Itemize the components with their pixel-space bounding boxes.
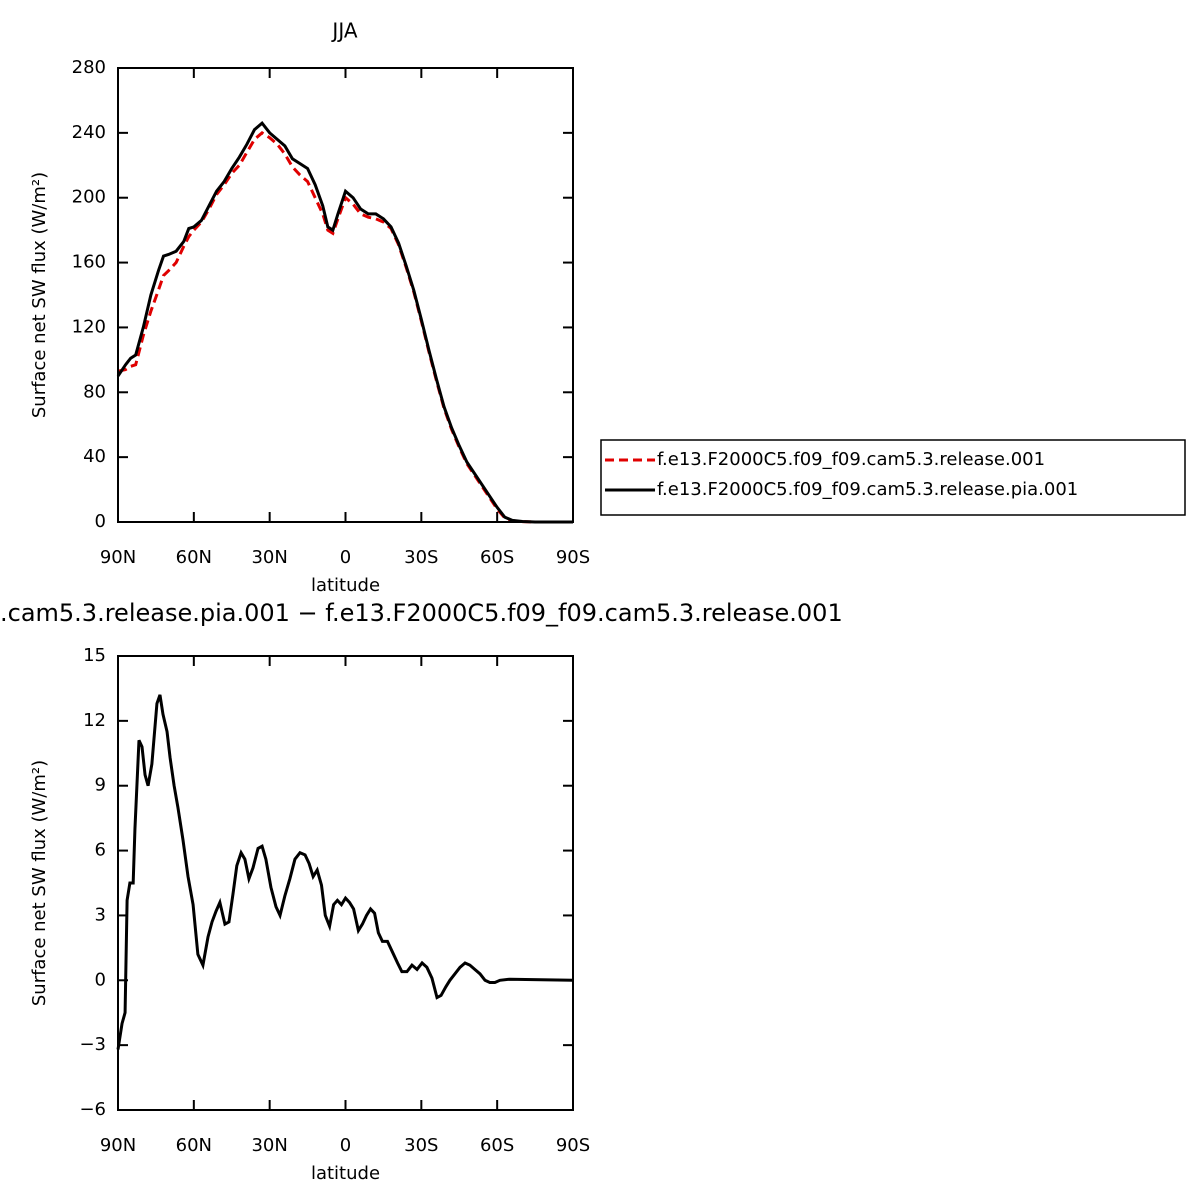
y-tick-label: 80 xyxy=(83,381,106,402)
y-tick-label: −6 xyxy=(79,1099,106,1120)
y-tick-label: 160 xyxy=(72,252,106,273)
data-line xyxy=(116,694,574,1050)
x-tick-label: 60N xyxy=(176,1135,212,1156)
chart-title: .cam5.3.release.pia.001 − f.e13.F2000C5.… xyxy=(0,599,843,627)
plot-frame xyxy=(117,67,574,523)
plot-frame xyxy=(117,655,574,1111)
data-line xyxy=(117,130,573,524)
x-tick-label: 30S xyxy=(404,1135,438,1156)
y-tick-label: 40 xyxy=(83,446,106,467)
y-tick-label: 0 xyxy=(95,969,106,990)
y-tick-label: −3 xyxy=(79,1034,106,1055)
x-tick-label: 90N xyxy=(100,547,136,568)
legend-box xyxy=(600,439,1186,516)
x-tick-label: 60N xyxy=(176,547,212,568)
y-tick-label: 200 xyxy=(72,187,106,208)
y-axis-label: Surface net SW flux (W/m²) xyxy=(29,172,50,418)
y-tick-label: 6 xyxy=(95,840,106,861)
y-tick-label: 0 xyxy=(95,511,106,532)
x-tick-label: 90N xyxy=(100,1135,136,1156)
y-tick-label: 280 xyxy=(72,57,106,78)
x-tick-label: 60S xyxy=(480,547,514,568)
y-tick-label: 240 xyxy=(72,122,106,143)
x-tick-label: 0 xyxy=(340,547,351,568)
x-tick-label: 90S xyxy=(556,547,590,568)
data-line xyxy=(116,120,573,524)
x-axis-label: latitude xyxy=(311,575,380,596)
y-tick-label: 15 xyxy=(83,645,106,666)
x-tick-label: 30S xyxy=(404,547,438,568)
y-tick-label: 9 xyxy=(95,775,106,796)
y-tick-label: 3 xyxy=(95,904,106,925)
legend-label: f.e13.F2000C5.f09_f09.cam5.3.release.001 xyxy=(657,449,1045,470)
y-tick-label: 120 xyxy=(72,316,106,337)
x-axis-label: latitude xyxy=(311,1163,380,1184)
x-tick-label: 0 xyxy=(340,1135,351,1156)
x-tick-label: 30N xyxy=(251,1135,287,1156)
y-axis-label: Surface net SW flux (W/m²) xyxy=(29,760,50,1006)
y-tick-label: 12 xyxy=(83,710,106,731)
x-tick-label: 90S xyxy=(556,1135,590,1156)
chart-title: JJA xyxy=(330,19,357,43)
legend-label: f.e13.F2000C5.f09_f09.cam5.3.release.pia… xyxy=(657,479,1078,500)
x-tick-label: 60S xyxy=(480,1135,514,1156)
x-tick-label: 30N xyxy=(251,547,287,568)
